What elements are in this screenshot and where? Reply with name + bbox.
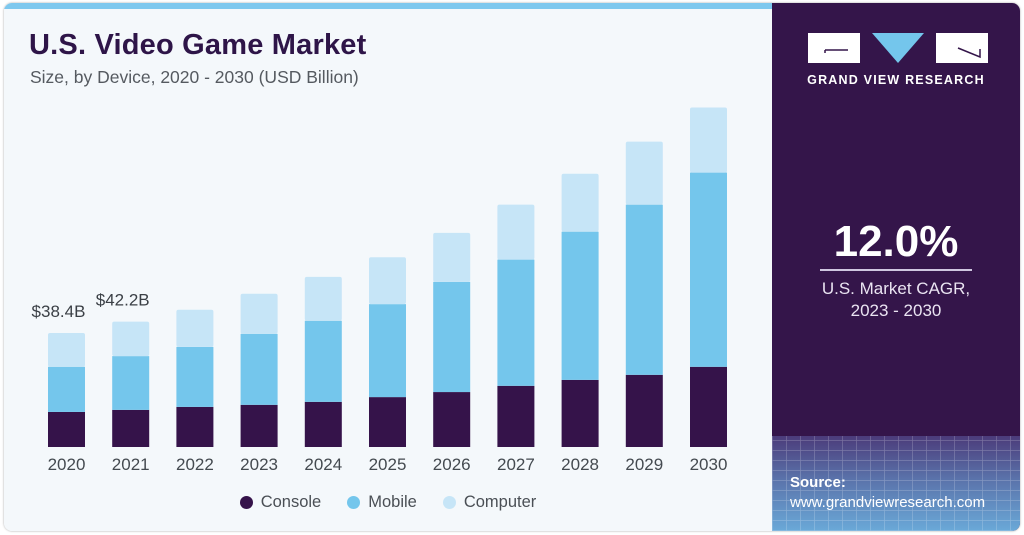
legend-swatch-console bbox=[239, 496, 253, 509]
bar-group-2024 bbox=[304, 276, 342, 447]
bar-group-2027 bbox=[497, 204, 535, 447]
bar-segment-console-2020 bbox=[48, 411, 85, 447]
source-url[interactable]: www.grandviewresearch.com bbox=[790, 494, 986, 511]
data-label-2020: $38.4B bbox=[32, 302, 86, 321]
bar-segment-computer-2022 bbox=[176, 309, 214, 347]
x-tick-label-2029: 2029 bbox=[625, 455, 663, 474]
bar-group-2020 bbox=[48, 332, 85, 447]
x-tick-label-2022: 2022 bbox=[176, 455, 214, 474]
x-tick-label-2023: 2023 bbox=[240, 455, 278, 474]
bar-segment-computer-2028 bbox=[561, 173, 599, 232]
cagr-value: 12.0% bbox=[833, 217, 959, 266]
bar-segment-mobile-2020 bbox=[48, 366, 85, 412]
bar-segment-console-2027 bbox=[497, 385, 535, 447]
bar-group-2026 bbox=[433, 232, 471, 447]
source-background bbox=[772, 436, 1020, 531]
bar-segment-computer-2020 bbox=[48, 332, 85, 367]
legend: Console Mobile Computer bbox=[4, 493, 772, 512]
legend-label-mobile: Mobile bbox=[368, 493, 417, 511]
gvr-logo-icon bbox=[808, 33, 988, 63]
bar-segment-computer-2027 bbox=[497, 204, 535, 260]
bar-group-2030 bbox=[690, 107, 727, 447]
decorative-grid bbox=[772, 436, 1020, 531]
bar-segment-console-2030 bbox=[690, 366, 727, 447]
bar-group-2029 bbox=[625, 141, 663, 447]
legend-swatch-computer bbox=[442, 496, 456, 509]
chart-title: U.S. Video Game Market bbox=[29, 29, 367, 61]
bar-segment-mobile-2025 bbox=[369, 304, 406, 398]
cagr-divider bbox=[820, 269, 972, 271]
bar-segment-mobile-2022 bbox=[176, 346, 214, 407]
x-tick-label-2021: 2021 bbox=[112, 455, 150, 474]
bar-segment-console-2029 bbox=[625, 374, 663, 447]
bar-segment-console-2028 bbox=[561, 379, 599, 447]
x-tick-label-2020: 2020 bbox=[48, 455, 86, 474]
data-label-2021: $42.2B bbox=[96, 291, 150, 310]
x-tick-label-2026: 2026 bbox=[433, 455, 471, 474]
bar-segment-computer-2026 bbox=[433, 232, 471, 282]
x-tick-label-2027: 2027 bbox=[497, 455, 535, 474]
source-label: Source: bbox=[790, 474, 846, 491]
bar-segment-computer-2029 bbox=[625, 141, 663, 205]
bar-group-2028 bbox=[561, 173, 599, 447]
brand-panel: GRAND VIEW RESEARCH 12.0% U.S. Market CA… bbox=[772, 3, 1020, 531]
bar-segment-mobile-2021 bbox=[112, 356, 150, 410]
cagr-label-line2: 2023 - 2030 bbox=[850, 301, 942, 320]
brand-name: GRAND VIEW RESEARCH bbox=[807, 73, 985, 87]
legend-item-computer: Computer bbox=[442, 493, 537, 512]
x-tick-label-2030: 2030 bbox=[690, 455, 728, 474]
bar-segment-console-2026 bbox=[433, 392, 471, 447]
legend-item-mobile: Mobile bbox=[347, 493, 417, 512]
bar-group-2021 bbox=[112, 321, 150, 447]
bar-segment-console-2025 bbox=[369, 397, 406, 447]
bar-segment-computer-2024 bbox=[304, 276, 342, 321]
top-accent-strip bbox=[4, 3, 772, 9]
bar-group-2023 bbox=[240, 293, 278, 447]
bar-segment-console-2021 bbox=[112, 409, 150, 447]
bar-segment-computer-2023 bbox=[240, 293, 278, 334]
cagr-label: U.S. Market CAGR, 2023 - 2030 bbox=[772, 278, 1020, 322]
bar-segment-computer-2025 bbox=[369, 257, 406, 305]
x-tick-label-2024: 2024 bbox=[304, 455, 342, 474]
chart-panel: U.S. Video Game Market Size, by Device, … bbox=[4, 3, 772, 531]
x-tick-label-2025: 2025 bbox=[369, 455, 407, 474]
cagr-label-line1: U.S. Market CAGR, bbox=[821, 279, 971, 298]
chart-subtitle: Size, by Device, 2020 - 2030 (USD Billio… bbox=[30, 67, 359, 87]
x-tick-label-2028: 2028 bbox=[561, 455, 599, 474]
bar-segment-console-2024 bbox=[304, 401, 342, 447]
bar-segment-mobile-2024 bbox=[304, 320, 342, 402]
bar-segment-console-2023 bbox=[240, 404, 278, 447]
bar-segment-computer-2021 bbox=[112, 321, 150, 357]
legend-item-console: Console bbox=[239, 493, 322, 512]
bar-segment-mobile-2030 bbox=[690, 172, 727, 367]
bar-segment-mobile-2028 bbox=[561, 231, 599, 380]
bar-segment-computer-2030 bbox=[690, 107, 727, 173]
legend-label-computer: Computer bbox=[463, 493, 537, 511]
bar-group-2022 bbox=[176, 309, 214, 447]
legend-label-console: Console bbox=[260, 493, 322, 511]
bar-segment-console-2022 bbox=[176, 406, 214, 447]
stacked-bar-chart: 2020 $38.4B 2021 $42.2B 2022 2023 2024 2025 2026… bbox=[32, 107, 728, 474]
bar-segment-mobile-2027 bbox=[497, 259, 535, 386]
bar-segment-mobile-2026 bbox=[433, 281, 471, 393]
legend-swatch-mobile bbox=[347, 496, 361, 509]
infographic-card: U.S. Video Game Market Size, by Device, … bbox=[4, 3, 1020, 531]
bar-segment-mobile-2023 bbox=[240, 333, 278, 405]
bar-group-2025 bbox=[369, 257, 406, 447]
bar-segment-mobile-2029 bbox=[625, 204, 663, 375]
